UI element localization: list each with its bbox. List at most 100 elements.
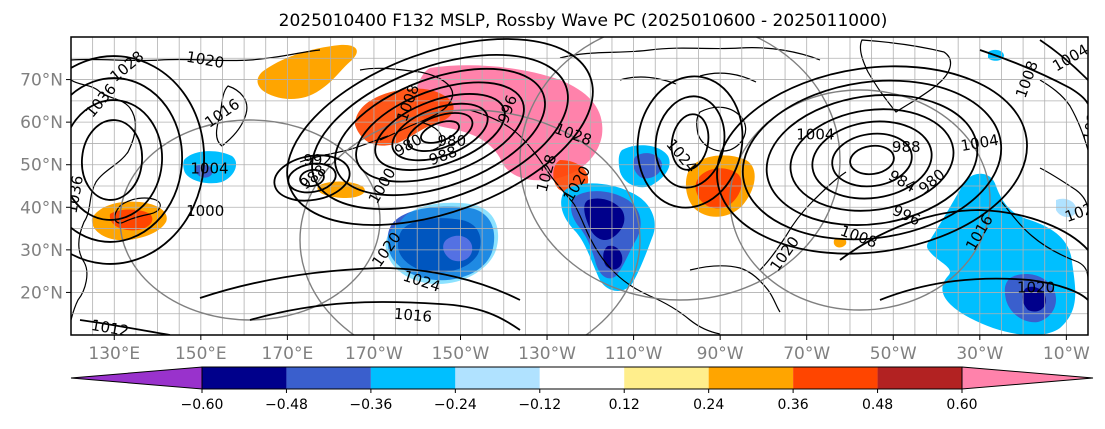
isobar: [831, 132, 913, 188]
lat-tick-label: 70°N: [20, 71, 63, 91]
anomaly-negative-eastatlantic-core: [1022, 286, 1046, 312]
lon-tick-label: 170°W: [345, 344, 403, 364]
lon-tick-label: 90°W: [697, 344, 744, 364]
colorbar-tick-label: 0.60: [946, 397, 977, 413]
lon-tick-label: 170°E: [262, 344, 314, 364]
colorbar-tick-label: 0.24: [693, 397, 724, 413]
isobar: [299, 168, 325, 188]
isobar-label: 992: [303, 151, 332, 169]
reference-circle-pacific: [299, 109, 641, 335]
lon-tick-label: 70°W: [783, 344, 830, 364]
colorbar-tick-label: 0.12: [609, 397, 640, 413]
anomaly-negative-pacific-core: [443, 235, 473, 262]
isobar: [249, 301, 521, 331]
colorbar-segment: [708, 367, 794, 389]
isobar: [789, 108, 955, 212]
isobar-label: 1000: [186, 202, 224, 220]
isobar: [839, 209, 1088, 261]
isobar-label: 1004: [796, 125, 834, 143]
lon-tick-label: 150°E: [175, 344, 227, 364]
isobar-label: 1004: [190, 159, 228, 177]
isobar: [287, 162, 337, 194]
colorbar-extend-low: [70, 366, 203, 390]
isobar: [71, 77, 183, 243]
isobar-label: 1020: [1017, 279, 1055, 297]
isobar: [636, 75, 744, 209]
coastline-us-east: [759, 171, 847, 271]
map-frame: [70, 36, 1089, 336]
anomaly-positive-alaska-rim: [355, 88, 589, 194]
isobar: [1039, 39, 1088, 81]
isobar: [199, 267, 521, 301]
isobar: [79, 319, 171, 335]
isobar: [406, 112, 474, 152]
colorbar-segment: [877, 367, 962, 389]
longitude-axis: 130°E 150°E 170°E 170°W 150°W 130°W 110°W 90°W 7…: [88, 335, 1090, 364]
reference-circle-america: [519, 37, 841, 301]
colorbar-tick-label: −0.24: [434, 397, 477, 413]
lon-tick-label: 50°W: [870, 344, 917, 364]
isobar: [334, 67, 546, 197]
anomaly-negative-pacific-rim: [385, 202, 499, 284]
isobar: [420, 120, 460, 144]
anomaly-negative-rockies-core: [633, 153, 662, 179]
coastline-east-asia: [71, 79, 136, 321]
lon-tick-label: 130°E: [88, 344, 140, 364]
colorbar-tick-label: −0.12: [518, 397, 561, 413]
colorbar-extend-high: [961, 366, 1094, 390]
colorbar-segment: [539, 367, 625, 389]
isobar: [71, 99, 163, 221]
lat-tick-label: 40°N: [20, 198, 63, 218]
isobar: [81, 119, 143, 201]
coastline-africa: [999, 199, 1088, 281]
lat-tick-label: 20°N: [20, 283, 63, 303]
coastline-kamchatka: [215, 85, 248, 147]
isobar: [670, 113, 710, 171]
coastline-us-gulf: [689, 265, 781, 313]
mslp-isobars: [71, 38, 1088, 335]
isobar: [765, 94, 979, 226]
isobar: [741, 79, 1003, 241]
colorbar-segment: [624, 367, 709, 389]
lat-tick-label: 50°N: [20, 156, 63, 176]
anomaly-negative-westcoast-core: [584, 198, 625, 270]
lat-tick-label: 30°N: [20, 241, 63, 261]
coastline-europe: [1039, 79, 1088, 213]
reference-circle-atlantic: [729, 89, 991, 311]
isobar: [273, 154, 351, 202]
isobar: [811, 120, 933, 200]
anomaly-positive-atlantic: [833, 237, 847, 248]
coastline-japan: [114, 197, 161, 224]
lon-tick-label: 110°W: [605, 344, 663, 364]
isobar: [654, 95, 726, 189]
coastline-hudson-bay: [696, 106, 747, 152]
lat-tick-label: 60°N: [20, 113, 63, 133]
lon-tick-label: 150°W: [432, 344, 490, 364]
map-title: 2025010400 F132 MSLP, Rossby Wave PC (20…: [279, 11, 888, 31]
colorbar-segment: [370, 367, 456, 389]
colorbar-tick-label: −0.60: [181, 397, 224, 413]
isobar: [391, 102, 489, 162]
colorbar-outline: [201, 366, 963, 390]
colorbar-segment: [455, 367, 540, 389]
colorbar: −0.60 −0.48 −0.36 −0.24 −0.12 0.12 0.24 0.36 0.4…: [70, 366, 1094, 413]
latitude-axis: 20°N 30°N 40°N 50°N 60°N 70°N: [20, 71, 71, 303]
colorbar-segment: [202, 367, 287, 389]
isobar-label: 988: [892, 138, 921, 156]
coastline-bc-coast: [469, 109, 575, 205]
colorbar-tick-label: −0.36: [349, 397, 392, 413]
isobar: [716, 65, 1028, 255]
lon-tick-label: 30°W: [956, 344, 1003, 364]
coastline-us-west: [573, 203, 721, 335]
colorbar-segment: [793, 367, 878, 389]
isobar: [71, 55, 205, 265]
isobar-label: 1012: [1080, 102, 1104, 143]
isobar-label: 980: [438, 132, 467, 150]
isobar-label: 1012: [90, 316, 131, 340]
isobar: [374, 93, 506, 171]
lon-tick-label: 10°W: [1043, 344, 1090, 364]
isobar: [355, 81, 525, 183]
coastline-greenland: [859, 39, 952, 113]
colorbar-segment: [286, 367, 371, 389]
